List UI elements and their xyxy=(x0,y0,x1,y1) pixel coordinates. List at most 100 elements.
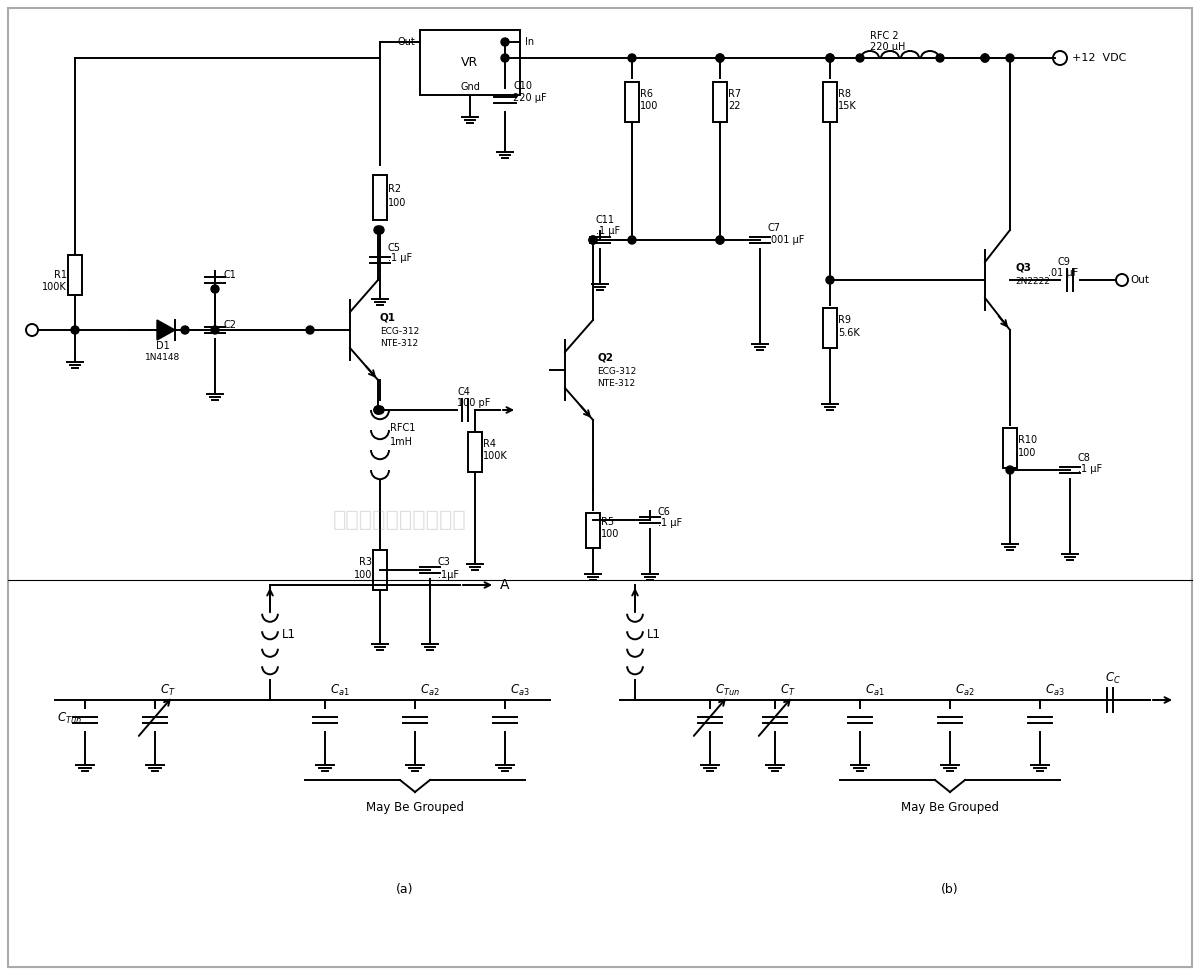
Text: 100K: 100K xyxy=(482,451,508,461)
Text: L1: L1 xyxy=(647,629,661,642)
Text: (b): (b) xyxy=(941,883,959,896)
Text: C8: C8 xyxy=(1078,453,1091,463)
Text: C9: C9 xyxy=(1058,257,1070,267)
Circle shape xyxy=(211,285,220,293)
Circle shape xyxy=(589,236,598,244)
Circle shape xyxy=(306,326,314,334)
Bar xyxy=(373,550,386,590)
Text: R10: R10 xyxy=(1018,435,1037,445)
Text: VR: VR xyxy=(461,56,479,69)
Circle shape xyxy=(1006,54,1014,62)
Bar xyxy=(373,175,386,220)
Text: RFC 2: RFC 2 xyxy=(870,31,899,41)
Text: Q2: Q2 xyxy=(598,353,613,363)
Circle shape xyxy=(71,326,79,334)
Text: C10: C10 xyxy=(514,81,532,91)
Text: R7: R7 xyxy=(728,89,742,99)
Circle shape xyxy=(982,54,989,62)
Text: NTE-312: NTE-312 xyxy=(598,379,635,388)
Text: C1: C1 xyxy=(223,270,236,280)
Circle shape xyxy=(716,54,724,62)
Text: RFC1: RFC1 xyxy=(390,423,415,433)
Text: (a): (a) xyxy=(396,883,414,896)
Text: 100 pF: 100 pF xyxy=(457,398,491,408)
Text: R2: R2 xyxy=(388,184,401,194)
Text: 1N4148: 1N4148 xyxy=(145,354,181,363)
Bar xyxy=(823,82,838,122)
Bar xyxy=(468,432,482,472)
Bar xyxy=(625,82,640,122)
Text: 5.6K: 5.6K xyxy=(838,328,859,338)
Text: L1: L1 xyxy=(282,629,296,642)
Circle shape xyxy=(376,406,384,414)
Text: $C_{Tun}$: $C_{Tun}$ xyxy=(58,711,82,725)
Text: 2N2222: 2N2222 xyxy=(1015,278,1050,287)
Text: Out: Out xyxy=(397,37,415,47)
Bar xyxy=(586,513,600,548)
Text: May Be Grouped: May Be Grouped xyxy=(901,801,998,814)
Text: 100: 100 xyxy=(1018,448,1037,458)
Text: 100: 100 xyxy=(601,529,619,539)
Text: R4: R4 xyxy=(482,439,496,449)
Text: 100: 100 xyxy=(388,198,407,208)
Text: 220 µF: 220 µF xyxy=(514,93,547,103)
Circle shape xyxy=(181,326,190,334)
Text: R3: R3 xyxy=(359,557,372,567)
Text: 100: 100 xyxy=(640,101,659,111)
Text: $C_{a2}$: $C_{a2}$ xyxy=(955,682,974,697)
Text: C4: C4 xyxy=(457,387,470,397)
Text: $C_{a3}$: $C_{a3}$ xyxy=(510,682,529,697)
Bar xyxy=(1003,428,1018,468)
Text: .1 µF: .1 µF xyxy=(1078,464,1102,474)
Text: C7: C7 xyxy=(768,223,781,233)
Circle shape xyxy=(374,226,382,234)
Text: 1mH: 1mH xyxy=(390,437,413,447)
Text: $C_{a2}$: $C_{a2}$ xyxy=(420,682,439,697)
Text: $C_C$: $C_C$ xyxy=(1105,671,1121,685)
Circle shape xyxy=(374,406,382,414)
Text: In: In xyxy=(526,37,534,47)
Circle shape xyxy=(982,54,989,62)
Text: ECG-312: ECG-312 xyxy=(598,368,636,376)
Text: .1µF: .1µF xyxy=(438,570,458,580)
Bar xyxy=(420,30,520,95)
Text: $C_{a3}$: $C_{a3}$ xyxy=(1045,682,1064,697)
Text: R6: R6 xyxy=(640,89,653,99)
Text: .01 µF: .01 µF xyxy=(1048,268,1079,278)
Text: R9: R9 xyxy=(838,315,851,325)
Text: 15K: 15K xyxy=(838,101,857,111)
Text: 22: 22 xyxy=(728,101,740,111)
Bar xyxy=(713,82,727,122)
Text: .1 µF: .1 µF xyxy=(658,518,682,528)
Text: 100K: 100K xyxy=(42,282,67,292)
Circle shape xyxy=(1006,466,1014,474)
Circle shape xyxy=(716,236,724,244)
Circle shape xyxy=(628,54,636,62)
Circle shape xyxy=(628,236,636,244)
Bar xyxy=(68,255,82,295)
Text: 广州畅睹科技有限公司: 广州畅睹科技有限公司 xyxy=(334,510,467,530)
Text: C3: C3 xyxy=(438,557,451,567)
Circle shape xyxy=(376,226,384,234)
Text: C6: C6 xyxy=(658,507,671,517)
Text: R5: R5 xyxy=(601,517,614,527)
Circle shape xyxy=(716,236,724,244)
Text: C5: C5 xyxy=(388,243,401,253)
Text: 100: 100 xyxy=(354,570,372,580)
Text: R1: R1 xyxy=(54,270,67,280)
Text: Gnd: Gnd xyxy=(460,82,480,92)
Text: .1 µF: .1 µF xyxy=(596,226,620,236)
Circle shape xyxy=(856,54,864,62)
Circle shape xyxy=(589,236,598,244)
Circle shape xyxy=(502,38,509,46)
Text: $C_T$: $C_T$ xyxy=(780,682,796,697)
Text: .1 µF: .1 µF xyxy=(388,253,412,263)
Circle shape xyxy=(502,54,509,62)
Text: D1: D1 xyxy=(156,341,170,351)
Circle shape xyxy=(211,326,220,334)
Circle shape xyxy=(826,54,834,62)
Circle shape xyxy=(826,54,834,62)
Text: R8: R8 xyxy=(838,89,851,99)
Text: ECG-312: ECG-312 xyxy=(380,328,419,336)
Text: .001 µF: .001 µF xyxy=(768,235,804,245)
